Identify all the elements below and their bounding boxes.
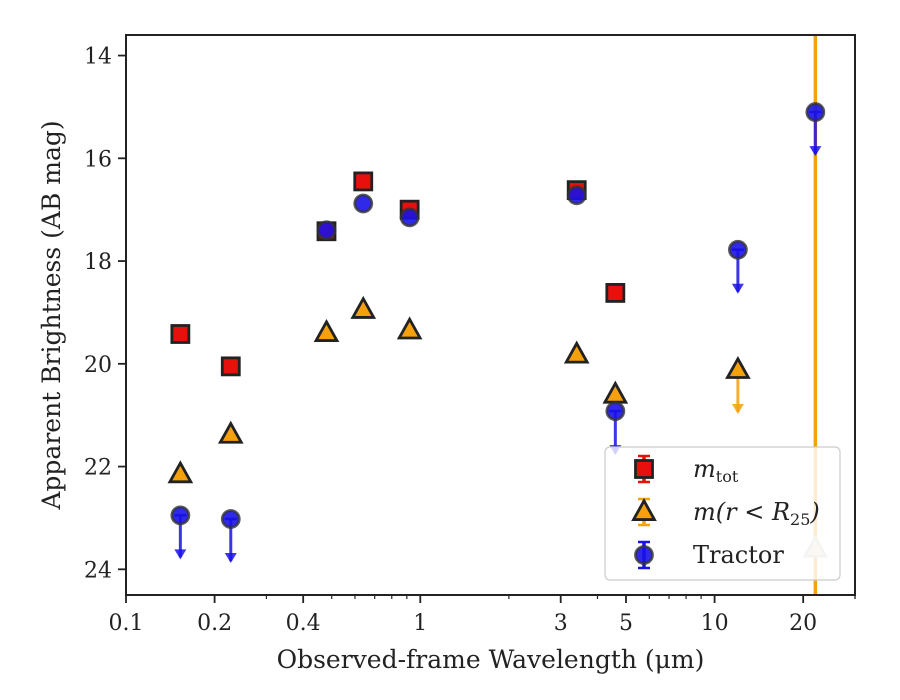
x-tick-label: 10 <box>701 611 729 636</box>
circle-point-4 <box>399 207 420 228</box>
triangle-point-5 <box>563 340 590 364</box>
x-tick-label: 3 <box>554 611 568 636</box>
circle-point-7-upper-limit-head <box>731 283 744 294</box>
x-tick-label: 5 <box>619 611 633 636</box>
legend-triangle-marker <box>631 497 657 521</box>
data-layer <box>167 35 829 595</box>
circle-point-5 <box>566 185 587 206</box>
circle-point-2 <box>316 220 337 241</box>
x-tick-label: 0.1 <box>109 611 144 636</box>
y-axis-title: Apparent Brightness (AB mag) <box>37 120 66 510</box>
legend-label-2: Tractor <box>693 541 784 569</box>
axes: 0.1 0.2 0.4 1 3 5 10 20 14 16 18 20 22 24 <box>84 45 856 636</box>
circle-point-8 <box>805 102 826 122</box>
circle-point-1 <box>220 509 241 529</box>
y-tick-label: 24 <box>84 558 112 583</box>
triangle-point-3 <box>350 295 377 319</box>
triangle-point-6 <box>602 380 629 404</box>
y-tick-label: 16 <box>84 147 112 172</box>
x-tick-label: 0.2 <box>197 611 232 636</box>
square-point-0 <box>170 324 191 344</box>
y-tick-label: 20 <box>84 353 112 378</box>
y-tick-label: 18 <box>84 250 112 275</box>
triangle-point-1 <box>217 420 244 444</box>
triangle-point-4 <box>396 316 423 340</box>
legend: mtot m(r < R25) Tractor <box>604 446 841 581</box>
triangle-point-7 <box>725 355 751 379</box>
circle-point-3 <box>353 193 374 214</box>
y-tick-label: 22 <box>84 456 112 481</box>
y-tick-label: 14 <box>84 45 112 70</box>
circle-point-8-upper-limit-head <box>809 146 822 157</box>
circle-point-6 <box>605 401 626 421</box>
square-point-3 <box>353 171 374 192</box>
x-tick-label: 0.4 <box>286 611 321 636</box>
legend-label-1: m(r < R25) <box>693 498 820 529</box>
x-tick-label: 1 <box>413 611 427 636</box>
legend-square-marker <box>634 459 654 479</box>
triangle-point-2 <box>313 318 340 342</box>
circle-point-1-upper-limit-head <box>224 552 237 563</box>
circle-point-0 <box>170 505 191 526</box>
legend-circle-marker <box>634 545 654 565</box>
x-tick-label: 20 <box>789 611 817 636</box>
legend-label-0: mtot <box>693 455 739 486</box>
square-point-1 <box>220 356 241 377</box>
circle-point-0-upper-limit-head <box>174 549 187 560</box>
legend-box <box>604 446 841 581</box>
triangle-point-0 <box>167 460 194 484</box>
plot-frame <box>125 34 856 596</box>
square-point-6 <box>605 283 626 303</box>
triangle-point-7-upper-limit-head <box>731 403 744 414</box>
circle-point-7 <box>727 239 748 260</box>
x-axis-title: Observed-frame Wavelength (μm) <box>277 645 705 674</box>
